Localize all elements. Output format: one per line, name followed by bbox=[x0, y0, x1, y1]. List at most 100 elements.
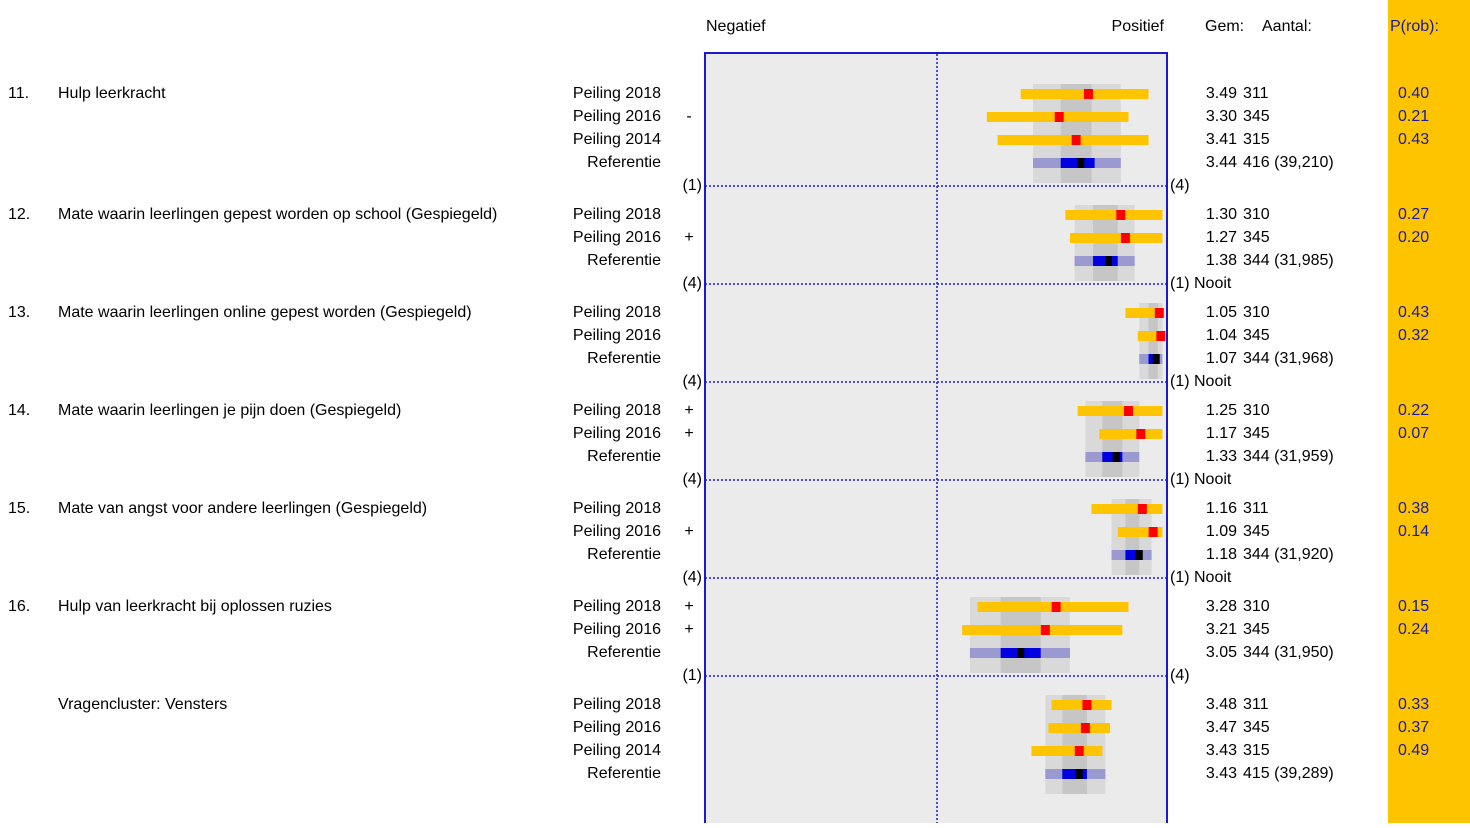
row-mean: 1.16 bbox=[1206, 500, 1237, 517]
row-prob: 0.40 bbox=[1398, 85, 1429, 102]
row-name: Peiling 2016 bbox=[573, 523, 661, 540]
row-count: 310 bbox=[1243, 206, 1270, 223]
row-prob: 0.37 bbox=[1398, 719, 1429, 736]
row-prob: 0.21 bbox=[1398, 108, 1429, 125]
row-sign: + bbox=[684, 402, 693, 419]
row-sign: + bbox=[684, 229, 693, 246]
item-label: Vragencluster: Vensters bbox=[58, 696, 227, 713]
row-count: 311 bbox=[1243, 696, 1269, 713]
prob-column bbox=[1388, 0, 1470, 823]
range-bar bbox=[1077, 406, 1163, 416]
row-name: Referentie bbox=[587, 252, 661, 269]
row-mean: 3.47 bbox=[1206, 719, 1237, 736]
range-bar bbox=[1099, 429, 1163, 439]
row-count: 311 bbox=[1243, 500, 1269, 517]
row-mean: 3.43 bbox=[1206, 765, 1237, 782]
row-name: Peiling 2018 bbox=[573, 206, 661, 223]
row-count: 345 bbox=[1243, 229, 1270, 246]
mean-marker bbox=[1051, 602, 1061, 612]
scale-left: (4) bbox=[682, 471, 702, 488]
scale-left: (1) bbox=[682, 177, 702, 194]
inner-bar bbox=[1102, 452, 1123, 462]
row-name: Peiling 2016 bbox=[573, 327, 661, 344]
mean-marker bbox=[1104, 256, 1112, 266]
header-negative: Negatief bbox=[706, 18, 766, 35]
mean-marker bbox=[1152, 354, 1160, 364]
row-sign: - bbox=[686, 108, 691, 125]
row-count: 310 bbox=[1243, 402, 1270, 419]
range-bar bbox=[1117, 527, 1163, 537]
scale-right: (4) bbox=[1170, 667, 1190, 684]
range-bar bbox=[1069, 233, 1163, 243]
row-mean: 3.44 bbox=[1206, 154, 1237, 171]
row-name: Peiling 2014 bbox=[573, 131, 661, 148]
scale-right: (4) bbox=[1170, 177, 1190, 194]
row-prob: 0.20 bbox=[1398, 229, 1429, 246]
row-prob: 0.43 bbox=[1398, 304, 1429, 321]
row-count: 315 bbox=[1243, 742, 1270, 759]
row-mean: 3.28 bbox=[1206, 598, 1237, 615]
mean-marker bbox=[1148, 527, 1158, 537]
row-mean: 3.48 bbox=[1206, 696, 1237, 713]
range-bar bbox=[1031, 746, 1103, 756]
header-positive: Positief bbox=[1112, 18, 1165, 35]
row-name: Peiling 2018 bbox=[573, 500, 661, 517]
content: 11. Hulp leerkracht Peiling 2018 3.49 311 0.4… bbox=[8, 85, 1429, 782]
row-mean: 1.17 bbox=[1206, 425, 1237, 442]
mean-marker bbox=[1080, 723, 1090, 733]
range-bar bbox=[1048, 723, 1111, 733]
row-mean: 1.05 bbox=[1206, 304, 1237, 321]
scale-right: (1) Nooit bbox=[1170, 471, 1232, 488]
row-name: Peiling 2016 bbox=[573, 425, 661, 442]
row-sign: + bbox=[684, 523, 693, 540]
row-mean: 3.30 bbox=[1206, 108, 1237, 125]
item-number: 11. bbox=[8, 85, 29, 102]
item-number: 12. bbox=[8, 206, 30, 223]
mean-marker bbox=[1040, 625, 1050, 635]
row-sign: + bbox=[684, 425, 693, 442]
row-name: Referentie bbox=[587, 350, 661, 367]
mean-marker bbox=[1156, 331, 1166, 341]
row-mean: 1.25 bbox=[1206, 402, 1237, 419]
row-mean: 1.04 bbox=[1206, 327, 1237, 344]
row-count: 344 (31,950) bbox=[1243, 644, 1334, 661]
mean-marker bbox=[1136, 429, 1146, 439]
row-name: Referentie bbox=[587, 644, 661, 661]
row-sign: + bbox=[684, 621, 693, 638]
row-count: 415 (39,289) bbox=[1243, 765, 1334, 782]
row-mean: 1.27 bbox=[1206, 229, 1237, 246]
mean-marker bbox=[1071, 135, 1081, 145]
mean-marker bbox=[1135, 550, 1143, 560]
row-prob: 0.33 bbox=[1398, 696, 1429, 713]
inner-bar bbox=[1062, 769, 1087, 779]
item-number: 15. bbox=[8, 500, 30, 517]
row-count: 345 bbox=[1243, 108, 1270, 125]
row-mean: 3.43 bbox=[1206, 742, 1237, 759]
mean-marker bbox=[1083, 89, 1093, 99]
row-name: Referentie bbox=[587, 546, 661, 563]
row-count: 345 bbox=[1243, 621, 1270, 638]
row-name: Peiling 2016 bbox=[573, 229, 661, 246]
row-count: 344 (31,968) bbox=[1243, 350, 1334, 367]
row-prob: 0.49 bbox=[1398, 742, 1429, 759]
mean-marker bbox=[1017, 648, 1025, 658]
row-mean: 1.30 bbox=[1206, 206, 1237, 223]
scale-right: (1) Nooit bbox=[1170, 569, 1232, 586]
range-bar bbox=[1091, 504, 1163, 514]
row-count: 345 bbox=[1243, 425, 1270, 442]
mean-marker bbox=[1075, 769, 1083, 779]
scale-right: (1) Nooit bbox=[1170, 275, 1232, 292]
row-name: Peiling 2016 bbox=[573, 621, 661, 638]
row-name: Peiling 2016 bbox=[573, 108, 661, 125]
scale-left: (4) bbox=[682, 373, 702, 390]
row-prob: 0.32 bbox=[1398, 327, 1429, 344]
row-mean: 1.18 bbox=[1206, 546, 1237, 563]
row-name: Peiling 2018 bbox=[573, 598, 661, 615]
row-mean: 3.05 bbox=[1206, 644, 1237, 661]
mean-marker bbox=[1124, 406, 1133, 416]
row-prob: 0.27 bbox=[1398, 206, 1429, 223]
range-bar bbox=[1051, 700, 1112, 710]
range-bar bbox=[1125, 308, 1163, 318]
row-name: Peiling 2018 bbox=[573, 696, 661, 713]
